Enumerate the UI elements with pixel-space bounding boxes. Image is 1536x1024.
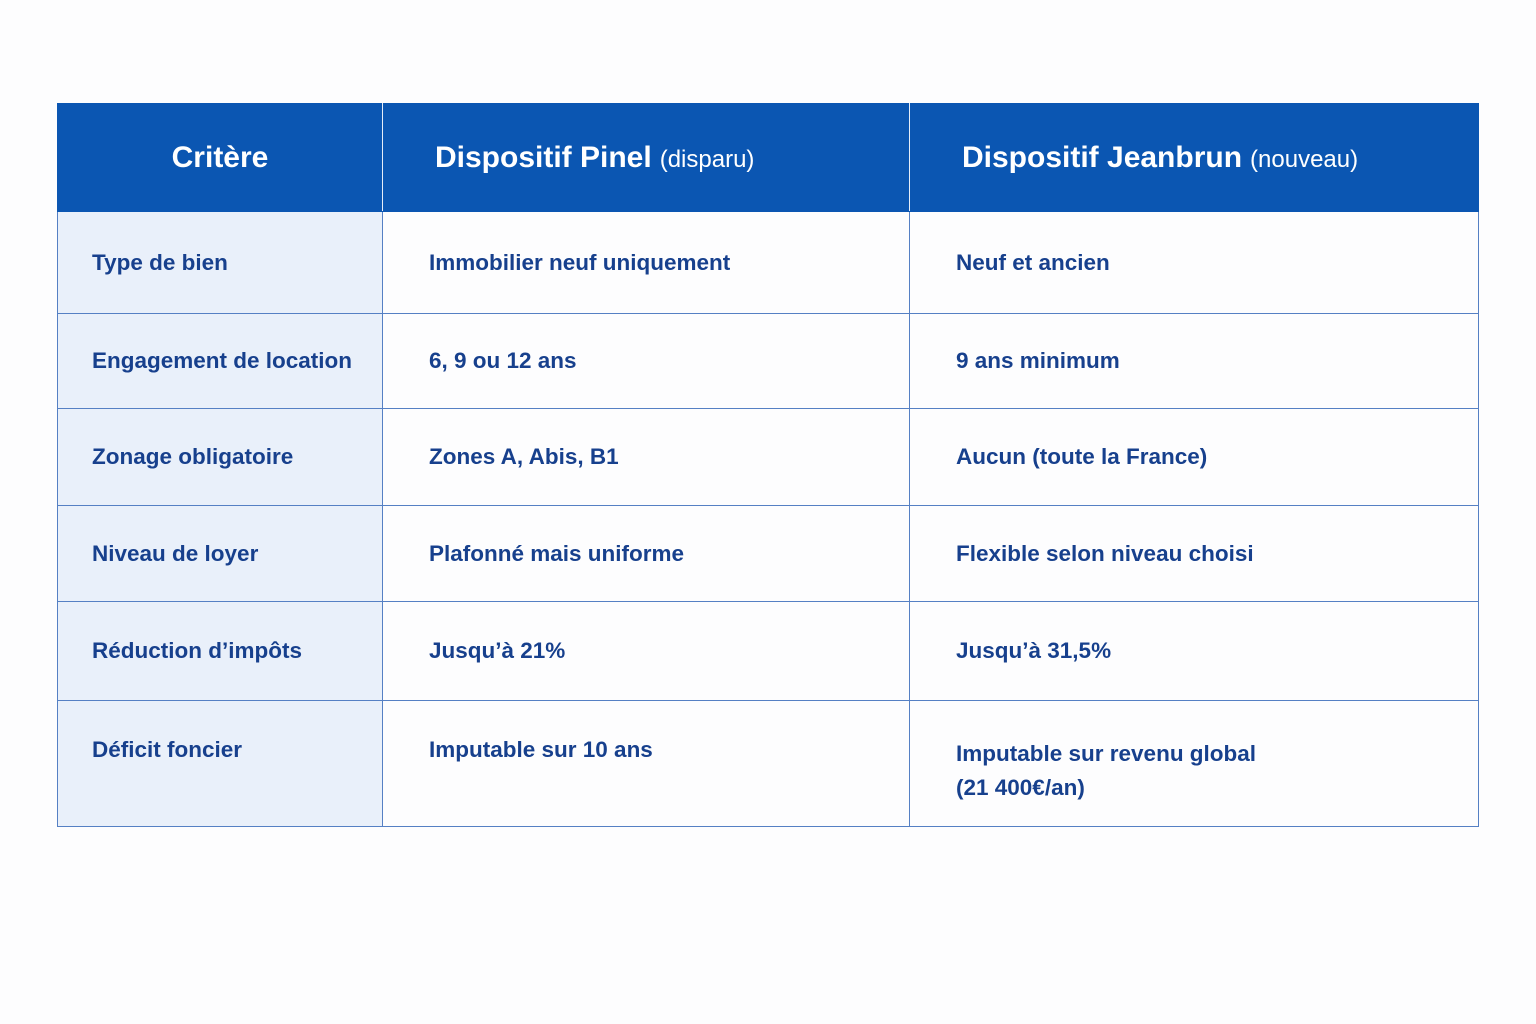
table-row: Réduction d’impôts Jusqu’à 21% Jusqu’à 31,… xyxy=(57,601,1479,701)
table-cell: 9 ans minimum xyxy=(909,313,1479,409)
table-cell: Plafonné mais uniforme xyxy=(382,505,910,602)
header-cell: Dispositif Jeanbrun (nouveau) xyxy=(909,103,1479,212)
cell-text: Type de bien xyxy=(92,249,228,275)
table-cell: Aucun (toute la France) xyxy=(909,408,1479,506)
row-label: Niveau de loyer xyxy=(57,505,383,602)
table-cell: Imputable sur 10 ans xyxy=(382,700,910,827)
cell-text: Zones A, Abis, B1 xyxy=(429,444,619,469)
comparison-table: Critère Dispositif Pinel (disparu) Disposit… xyxy=(57,103,1479,827)
cell-text: Réduction d’impôts xyxy=(92,638,302,663)
row-label: Déficit foncier xyxy=(57,700,383,827)
table-cell: Immobilier neuf uniquement xyxy=(382,211,910,314)
header-title: Dispositif Jeanbrun xyxy=(962,140,1243,174)
cell-text: Immobilier neuf uniquement xyxy=(429,249,731,275)
cell-text: Plafonné mais uniforme xyxy=(429,540,685,566)
row-label: Type de bien xyxy=(57,211,383,314)
cell-text: 9 ans minimum xyxy=(956,348,1120,373)
cell-text: Engagement de location xyxy=(92,348,353,373)
table-cell: Neuf et ancien xyxy=(909,211,1479,314)
table-row: Déficit foncier Imputable sur 10 ans Imput… xyxy=(57,700,1479,827)
table-row: Engagement de location 6, 9 ou 12 ans 9 an… xyxy=(57,313,1479,409)
table-cell: Flexible selon niveau choisi xyxy=(909,505,1479,602)
header-row: Critère Dispositif Pinel (disparu) Disposit… xyxy=(57,103,1479,212)
cell-text: Aucun (toute la France) xyxy=(956,444,1208,469)
table-header: Critère Dispositif Pinel (disparu) Disposit… xyxy=(57,103,1479,212)
cell-line: (21 400€/an) xyxy=(956,775,1085,800)
row-label: Réduction d’impôts xyxy=(57,601,383,701)
header-cell: Critère xyxy=(57,103,383,212)
table-cell: 6, 9 ou 12 ans xyxy=(382,313,910,409)
table-row: Niveau de loyer Plafonné mais uniforme Fle… xyxy=(57,505,1479,602)
row-label: Zonage obligatoire xyxy=(57,408,383,506)
cell-text: Zonage obligatoire xyxy=(92,444,294,469)
table-cell: Jusqu’à 21% xyxy=(382,601,910,701)
cell-text: Déficit foncier xyxy=(92,737,243,762)
row-label: Engagement de location xyxy=(57,313,383,409)
table-cell: Imputable sur revenu global (21 400€/an) xyxy=(909,700,1479,827)
cell-text: Jusqu’à 21% xyxy=(429,638,566,663)
table-row: Type de bien Immobilier neuf uniquement Ne… xyxy=(57,211,1479,314)
cell-text: 6, 9 ou 12 ans xyxy=(429,348,577,373)
header-title: Dispositif Pinel xyxy=(435,140,652,174)
table-body: Type de bien Immobilier neuf uniquement Ne… xyxy=(57,211,1479,827)
cell-text: Jusqu’à 31,5% xyxy=(956,638,1112,663)
header-title: Critère xyxy=(171,140,269,174)
table-cell: Jusqu’à 31,5% xyxy=(909,601,1479,701)
header-note: (disparu) xyxy=(659,145,755,173)
header-cell: Dispositif Pinel (disparu) xyxy=(382,103,910,212)
cell-line: Imputable sur revenu global xyxy=(956,741,1257,766)
table-cell: Zones A, Abis, B1 xyxy=(382,408,910,506)
cell-text: Niveau de loyer xyxy=(92,540,259,566)
header-note: (nouveau) xyxy=(1250,145,1359,173)
cell-text: Flexible selon niveau choisi xyxy=(956,540,1254,566)
cell-text: Imputable sur 10 ans xyxy=(429,737,653,762)
table-row: Zonage obligatoire Zones A, Abis, B1 Aucun… xyxy=(57,408,1479,506)
cell-text: Neuf et ancien xyxy=(956,249,1110,275)
